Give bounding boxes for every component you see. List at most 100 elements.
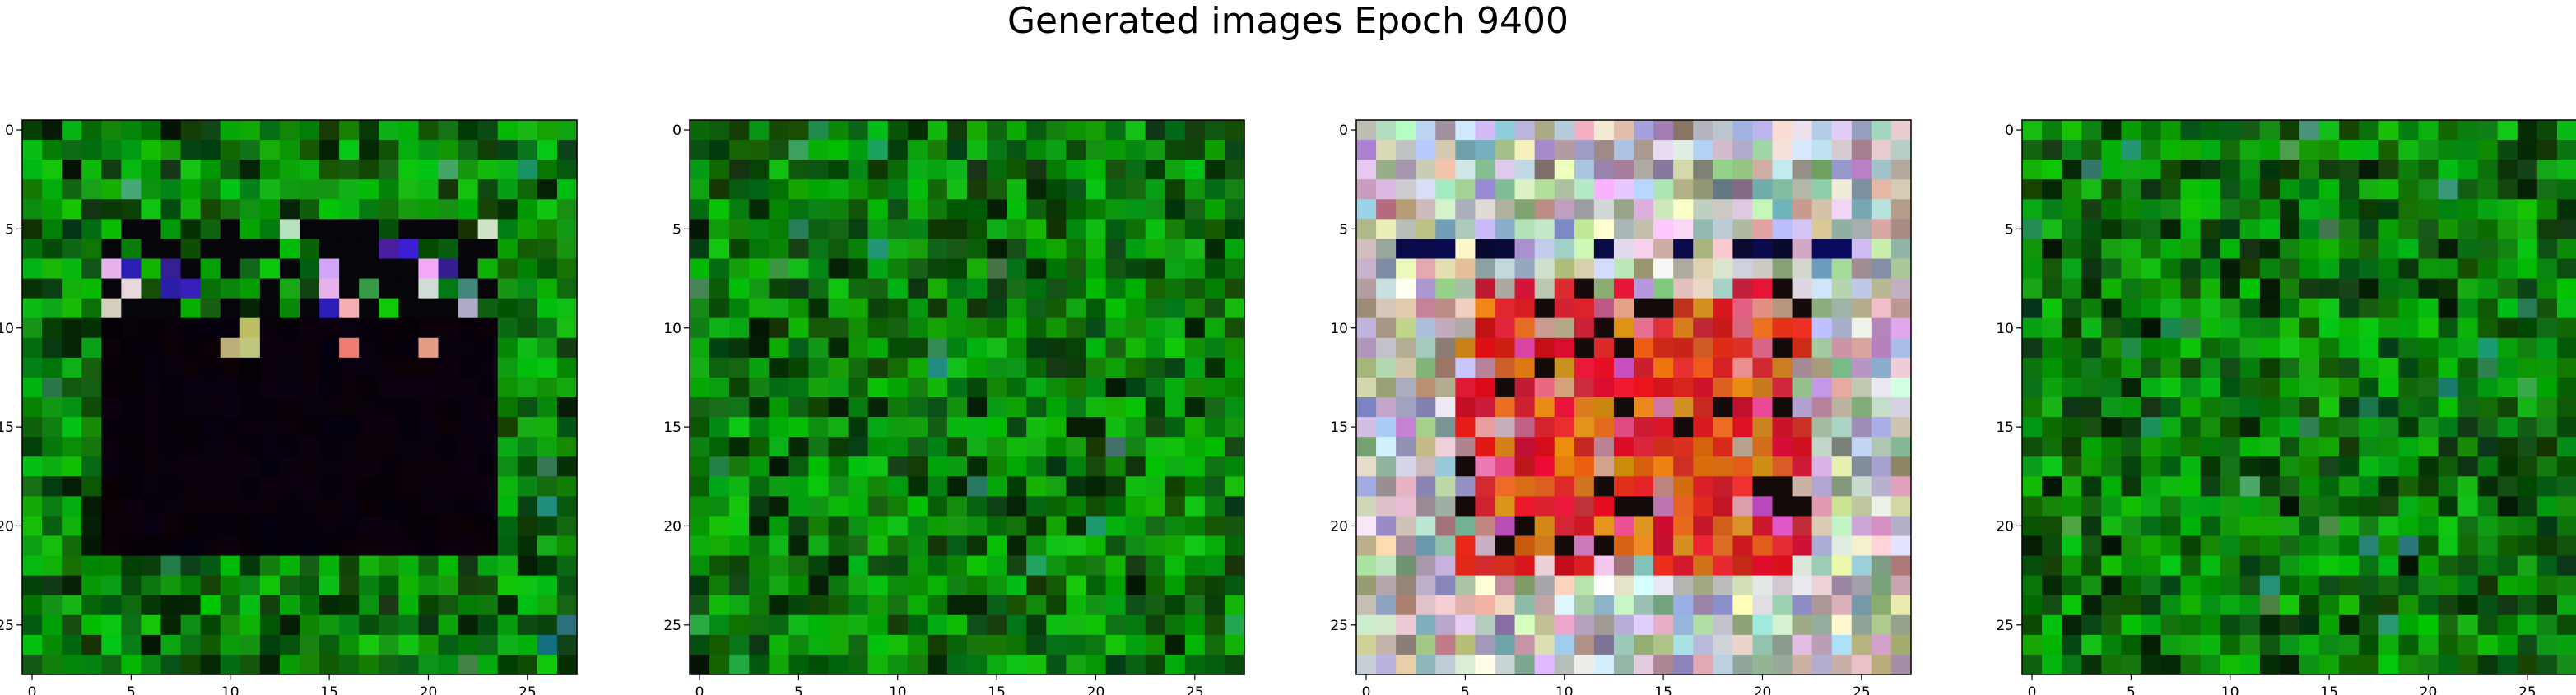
image-pixel (2279, 456, 2300, 477)
image-pixel (2180, 317, 2202, 339)
image-pixel (121, 575, 142, 596)
image-pixel (1653, 575, 1674, 596)
image-pixel (2062, 417, 2082, 438)
image-pixel (1732, 357, 1754, 378)
image-pixel (2160, 634, 2182, 656)
image-pixel (1165, 317, 1186, 339)
image-pixel (1204, 397, 1225, 418)
image-pixel (1026, 437, 1047, 457)
image-pixel (121, 437, 142, 457)
image-pixel (1831, 239, 1853, 260)
image-pixel (1165, 298, 1186, 319)
image-pixel (1495, 160, 1516, 180)
image-pixel (1871, 258, 1892, 280)
image-pixel (2062, 614, 2082, 636)
image-pixel (2536, 417, 2558, 438)
image-pixel (1455, 120, 1476, 141)
image-pixel (22, 397, 43, 418)
image-pixel (1831, 160, 1853, 180)
image-pixel (2062, 377, 2082, 398)
image-pixel (709, 476, 730, 497)
image-pixel (2457, 575, 2479, 596)
image-pixel (359, 140, 379, 160)
image-pixel (1851, 417, 1872, 438)
image-pixel (438, 278, 459, 299)
image-pixel (2160, 595, 2182, 616)
image-pixel (121, 417, 142, 438)
image-pixel (1026, 654, 1047, 675)
image-pixel (1831, 397, 1853, 418)
image-pixel (1007, 337, 1027, 359)
image-pixel (808, 357, 830, 378)
image-pixel (2477, 437, 2499, 457)
image-pixel (1693, 140, 1713, 160)
image-pixel (2477, 179, 2499, 200)
image-pixel (2022, 140, 2043, 160)
image-pixel (1435, 357, 1456, 378)
image-pixel (418, 397, 439, 418)
image-pixel (418, 140, 439, 160)
image-pixel (1376, 160, 1397, 180)
image-pixel (279, 140, 300, 160)
image-pixel (141, 140, 162, 160)
image-pixel (2220, 555, 2241, 577)
image-pixel (1890, 417, 1912, 438)
image-pixel (1376, 437, 1397, 457)
image-pixel (2299, 199, 2320, 220)
image-pixel (1026, 496, 1047, 517)
image-pixel (1890, 199, 1912, 220)
image-pixel (537, 614, 558, 636)
image-pixel (2279, 239, 2300, 260)
image-pixel (1066, 298, 1087, 319)
image-pixel (2517, 634, 2538, 656)
image-pixel (418, 219, 439, 240)
image-pixel (1634, 317, 1654, 339)
image-pixel (927, 278, 948, 299)
image-pixel (1086, 397, 1107, 418)
image-pixel (1046, 239, 1067, 260)
image-pixel (1475, 437, 1496, 457)
image-pixel (907, 337, 928, 359)
image-pixel (1125, 397, 1146, 418)
image-pixel (1613, 199, 1634, 220)
image-pixel (497, 476, 518, 497)
image-pixel (2180, 140, 2202, 160)
image-pixel (2239, 614, 2261, 636)
image-pixel (477, 278, 499, 299)
image-pixel (867, 575, 889, 596)
image-pixel (2477, 476, 2499, 497)
image-pixel (379, 595, 399, 616)
image-pixel (1026, 535, 1047, 557)
image-pixel (2457, 456, 2479, 477)
image-pixel (1145, 140, 1166, 160)
image-pixel (1184, 219, 1206, 240)
image-pixel (160, 437, 182, 457)
image-pixel (438, 397, 459, 418)
image-pixel (537, 120, 558, 141)
image-pixel (418, 239, 439, 260)
image-pixel (967, 397, 988, 418)
image-pixel (2141, 377, 2162, 398)
image-pixel (987, 179, 1007, 200)
image-pixel (2319, 278, 2340, 299)
image-pixel (946, 496, 968, 517)
image-pixel (101, 555, 122, 577)
image-pixel (2497, 417, 2518, 438)
image-pixel (769, 476, 789, 497)
image-pixel (2141, 120, 2162, 141)
image-pixel (160, 317, 182, 339)
image-pixel (1871, 239, 1892, 260)
image-pixel (987, 317, 1007, 339)
image-pixel (458, 397, 479, 418)
image-pixel (2477, 634, 2499, 656)
image-pixel (1634, 239, 1654, 260)
image-pixel (359, 199, 379, 220)
image-pixel (2160, 357, 2182, 378)
image-pixel (1890, 397, 1912, 418)
image-pixel (1514, 496, 1536, 517)
image-pixel (1495, 258, 1516, 280)
image-pixel (2200, 278, 2221, 299)
image-pixel (1772, 120, 1793, 141)
image-pixel (1890, 258, 1912, 280)
image-pixel (2141, 476, 2162, 497)
